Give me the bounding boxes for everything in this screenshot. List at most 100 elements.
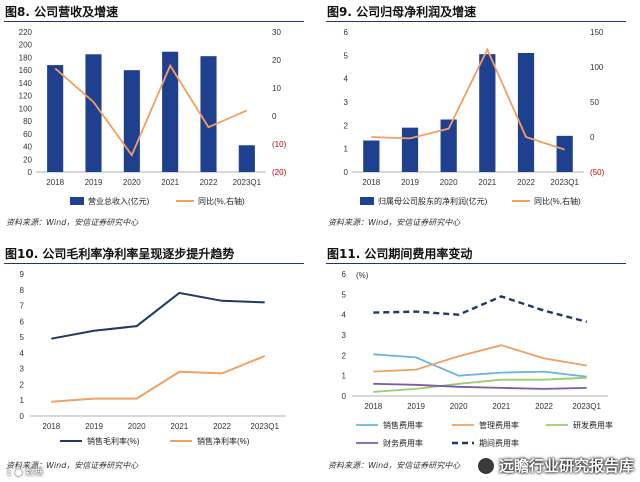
legend-label: 管理费用率	[479, 420, 519, 430]
left-tick-label: 0	[342, 392, 347, 401]
left-tick-label: 220	[19, 28, 33, 37]
bar	[162, 51, 179, 172]
panel-title: 图9. 公司归母净利润及增速	[326, 2, 626, 22]
revenue-chart: 0 20 40 60 80 100 120 140 160 180 200 220 (20) (10) 0 1…	[19, 28, 287, 206]
left-watermark: 1 ● 数据	[6, 468, 44, 478]
x-tick-label: 2019	[407, 402, 425, 411]
panel-net-profit: 图9. 公司归母净利润及增速 0 1 2 3 4 5 6 (50) 0 50 100 150 2018 2…	[326, 2, 626, 230]
x-tick-label: 2020	[123, 178, 141, 187]
source-note: 资料来源：Wind，安信证券研究中心	[6, 461, 139, 470]
x-tick-label: 2019	[85, 178, 103, 187]
watermark: 远瞻行业研究报告库	[476, 455, 634, 476]
left-tick-label: 8	[20, 286, 25, 295]
series-line	[51, 291, 265, 340]
bar	[47, 65, 64, 172]
legend-label: 销售净利率(%)	[197, 436, 250, 446]
right-tick-label: (20)	[272, 168, 287, 177]
x-tick-label: 2018	[364, 402, 382, 411]
x-tick-label: 2021	[492, 402, 510, 411]
right-tick-label: 20	[272, 56, 281, 65]
panel-title: 图8. 公司营收及增速	[4, 2, 304, 22]
left-tick-label: 3	[20, 365, 25, 374]
left-tick-label: 120	[19, 92, 33, 101]
x-tick-label: 2023Q1	[250, 422, 279, 431]
bar	[200, 56, 217, 172]
right-tick-label: 100	[590, 63, 604, 72]
x-tick-label: 2019	[401, 178, 419, 187]
left-tick-label: 40	[23, 143, 32, 152]
left-tick-label: 6	[344, 28, 349, 37]
legend-swatch-bar	[70, 197, 84, 205]
x-tick-label: 2021	[478, 178, 496, 187]
brand-icon	[476, 456, 495, 475]
legend-label: 同比(%,右轴)	[198, 196, 245, 206]
left-tick-label: 180	[19, 53, 33, 62]
left-tick-label: 20	[23, 155, 32, 164]
x-tick-label: 2018	[46, 178, 64, 187]
right-tick-label: 30	[272, 28, 281, 37]
left-tick-label: 60	[23, 130, 32, 139]
growth-line	[371, 47, 565, 151]
series-line	[373, 295, 588, 323]
left-tick-label: 2	[342, 351, 347, 360]
bar	[440, 119, 457, 172]
legend-label: 期间费用率	[479, 438, 519, 448]
panel-margin: 图10. 公司毛利率净利率呈现逐步提升趋势 0 1 2 3 4 5 6 7 8 9 2018 2019…	[4, 244, 304, 476]
bar	[479, 54, 496, 172]
left-tick-label: 9	[20, 270, 25, 279]
left-tick-label: 6	[342, 270, 347, 279]
panel-title: 图10. 公司毛利率净利率呈现逐步提升趋势	[4, 244, 304, 264]
series-line	[373, 353, 587, 378]
x-tick-label: 2023Q1	[572, 402, 601, 411]
left-tick-label: 2	[20, 380, 25, 389]
unit-label: (%)	[356, 271, 369, 280]
left-tick-label: 160	[19, 66, 33, 75]
x-tick-label: 2022	[200, 178, 218, 187]
legend-label: 财务费用率	[383, 438, 423, 448]
margin-chart: 0 1 2 3 4 5 6 7 8 9 2018 2019 2020 2021 2022 2023Q1 销售毛利…	[20, 270, 286, 446]
left-tick-label: 1	[342, 372, 347, 381]
bar	[363, 140, 380, 172]
legend-label: 研发费用率	[573, 420, 613, 430]
x-tick-label: 2020	[450, 402, 468, 411]
source-note: 资料来源：Wind，安信证券研究中心	[328, 218, 461, 227]
left-tick-label: 2	[344, 121, 349, 130]
expense-rate-chart: 0 1 2 3 4 5 6 (%) 2018 2019 2020 2021 2022 2023Q1 销售费用…	[342, 270, 613, 448]
bar	[517, 53, 535, 172]
left-tick-label: 200	[19, 41, 33, 50]
right-tick-label: 0	[272, 112, 277, 121]
left-tick-label: 0	[20, 412, 25, 421]
left-tick-label: 5	[342, 290, 347, 299]
watermark-text: 远瞻行业研究报告库	[498, 457, 634, 475]
left-tick-label: 100	[19, 104, 33, 113]
x-tick-label: 2021	[170, 422, 188, 431]
left-tick-label: 140	[19, 79, 33, 88]
left-tick-label: 4	[344, 75, 349, 84]
panel-title: 图11. 公司期间费用率变动	[326, 244, 626, 264]
left-tick-label: 3	[342, 331, 347, 340]
right-tick-label: (10)	[272, 140, 287, 149]
source-note: 资料来源：Wind，安信证券研究中心	[6, 218, 139, 227]
legend-label: 销售毛利率(%)	[87, 436, 140, 446]
bar	[556, 135, 573, 172]
bar	[85, 54, 102, 172]
series-line	[51, 355, 266, 403]
left-tick-label: 6	[20, 317, 25, 326]
left-tick-label: 1	[20, 396, 25, 405]
net-profit-chart: 0 1 2 3 4 5 6 (50) 0 50 100 150 2018 2019 2020 2021 2022…	[344, 28, 605, 206]
right-tick-label: 150	[590, 28, 604, 37]
x-tick-label: 2023Q1	[550, 178, 579, 187]
x-tick-label: 2022	[535, 402, 553, 411]
right-tick-label: 0	[590, 133, 595, 142]
x-tick-label: 2018	[42, 422, 60, 431]
panel-expense-rate: 图11. 公司期间费用率变动 0 1 2 3 4 5 6 (%) 2018 2019 2020 202…	[326, 244, 626, 476]
legend-swatch-bar	[360, 197, 374, 205]
left-tick-label: 5	[20, 333, 25, 342]
left-tick-label: 1	[344, 145, 349, 154]
legend-label: 同比(%,右轴)	[534, 196, 581, 206]
x-tick-label: 2018	[362, 178, 380, 187]
left-tick-label: 80	[23, 117, 32, 126]
right-tick-label: (50)	[590, 168, 605, 177]
source-note: 资料来源：Wind，安信证券研究中心	[328, 461, 461, 470]
bar	[401, 127, 419, 172]
